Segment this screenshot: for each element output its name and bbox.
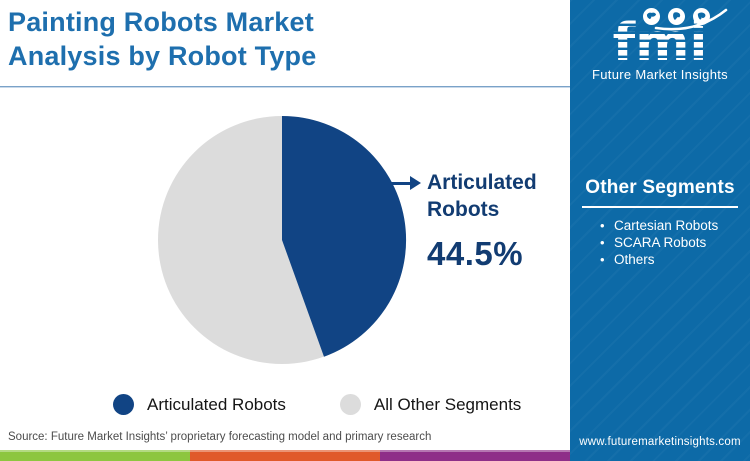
globe-europe-icon — [668, 8, 685, 25]
list-item: Cartesian Robots — [600, 217, 718, 234]
logo-swoosh-icon — [654, 8, 728, 31]
logo-fmi-text: fmi — [613, 13, 708, 68]
logo-subtitle: Future Market Insights — [592, 67, 728, 82]
callout-label-line1: Articulated — [427, 171, 537, 194]
footer-color-bar — [0, 450, 570, 461]
svg-text:fmi: fmi — [613, 13, 708, 68]
list-item: SCARA Robots — [600, 234, 718, 251]
legend-item-all-other-segments: All Other Segments — [339, 394, 522, 415]
footer-bar-orange — [190, 450, 380, 461]
other-segments-heading: Other Segments — [585, 177, 735, 198]
callout-arrow-icon — [410, 176, 421, 190]
chart-legend: Articulated Robots All Other Segments — [113, 394, 521, 415]
page-title-line2: Analysis by Robot Type — [8, 40, 317, 71]
pie-chart — [158, 115, 407, 364]
callout-label-line2: Robots — [427, 198, 500, 221]
page-title: Painting Robots Market Analysis by Robot… — [8, 6, 548, 74]
legend-swatch-navy — [113, 394, 134, 415]
legend-swatch-gray — [339, 394, 361, 415]
logo-globes — [643, 8, 710, 25]
pie-callout: Articulated Robots 44.5% — [427, 169, 567, 273]
footer-bar-purple — [380, 450, 570, 461]
source-note: Source: Future Market Insights’ propriet… — [8, 431, 432, 443]
pie-slice-articulated-robots — [282, 115, 407, 357]
fmi-logo: fmi Future Market Insights — [570, 0, 750, 90]
legend-label: All Other Segments — [373, 394, 522, 414]
sidebar: fmi Future Market Insights Other Segment… — [570, 0, 750, 461]
title-divider — [0, 86, 570, 88]
page-title-line1: Painting Robots Market — [8, 7, 314, 37]
legend-label: Articulated Robots — [147, 394, 286, 414]
website-url: www.futuremarketinsights.com — [579, 436, 741, 448]
other-segments-list: Cartesian Robots SCARA Robots Others — [600, 217, 718, 268]
globe-americas-icon — [643, 8, 660, 25]
callout-value: 44.5% — [427, 235, 524, 272]
other-segments-divider — [582, 206, 738, 208]
globe-asia-icon — [693, 8, 710, 25]
callout-arrow-line — [386, 182, 412, 185]
legend-item-articulated-robots: Articulated Robots — [113, 394, 286, 415]
list-item: Others — [600, 251, 718, 268]
footer-bar-green — [0, 450, 190, 461]
callout-label: Articulated Robots — [427, 169, 567, 223]
